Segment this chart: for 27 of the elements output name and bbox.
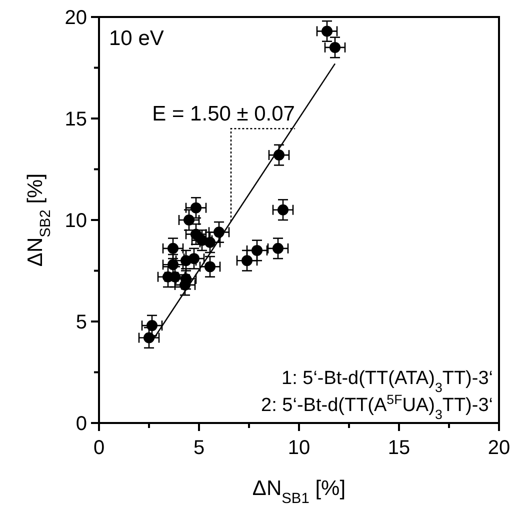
point bbox=[204, 236, 216, 248]
x-axis-title: ΔN$_{SB1}$ [%] bbox=[252, 477, 346, 507]
point bbox=[278, 204, 288, 216]
point bbox=[190, 202, 202, 214]
y-tick-label: 20 bbox=[64, 7, 87, 29]
y-tick-label: 15 bbox=[64, 108, 87, 130]
y-tick-label: 5 bbox=[76, 312, 87, 334]
y-tick-label: 0 bbox=[76, 413, 87, 435]
x-tick-label: 15 bbox=[388, 437, 410, 459]
point bbox=[242, 255, 252, 266]
y-tick-label: 10 bbox=[64, 210, 87, 232]
point bbox=[322, 26, 332, 37]
x-tick-label: 10 bbox=[288, 437, 310, 459]
x-tick-label: 5 bbox=[193, 437, 205, 459]
point bbox=[204, 261, 216, 272]
x-tick-label: 20 bbox=[488, 437, 510, 459]
annotation: 10 eV bbox=[109, 27, 164, 50]
point bbox=[272, 242, 284, 254]
annotation: 2: 5‘-Bt-d(TT(A$^{5F}$UA)$_{3}$TT)-3‘ bbox=[261, 392, 493, 422]
point bbox=[146, 320, 158, 332]
annotation: E = 1.50 ± 0.07 bbox=[152, 102, 295, 126]
x-tick-label: 0 bbox=[93, 437, 105, 459]
point bbox=[330, 42, 340, 53]
point bbox=[252, 244, 262, 256]
point bbox=[144, 332, 154, 344]
annotation: 1: 5‘-Bt-d(TT(ATA)$_{3}$TT)-3‘ bbox=[282, 368, 493, 394]
point bbox=[184, 214, 194, 226]
